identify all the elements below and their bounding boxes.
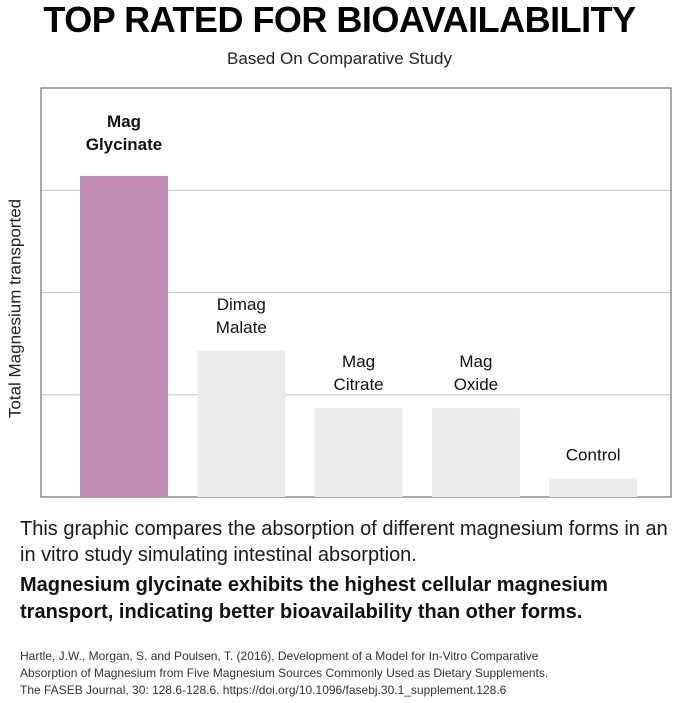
citation-line: The FASEB Journal, 30: 128.6-128.6. http… bbox=[20, 683, 507, 697]
bar bbox=[314, 408, 403, 497]
bar-label: Mag bbox=[459, 352, 492, 371]
bar-label: Oxide bbox=[454, 375, 498, 394]
citation-line: Absorption of Magnesium from Five Magnes… bbox=[20, 666, 549, 680]
bar bbox=[80, 175, 168, 497]
chart-subtitle: Based On Comparative Study bbox=[227, 49, 452, 68]
bar-label: Malate bbox=[216, 318, 267, 337]
bar bbox=[431, 408, 520, 497]
bar-label: Citrate bbox=[334, 375, 384, 394]
citation: Hartle, J.W., Morgan, S. and Poulsen, T.… bbox=[20, 648, 675, 699]
page-title: TOP RATED FOR BIOAVAILABILITY bbox=[43, 0, 636, 40]
description-text: This graphic compares the absorption of … bbox=[20, 518, 668, 566]
bar-label: Control bbox=[566, 446, 621, 465]
bar-labels: Mag Glycinate Dimag Malate Mag Citrate Mag Oxid… bbox=[86, 112, 621, 465]
bar bbox=[549, 478, 638, 497]
bars bbox=[80, 175, 638, 497]
bar-label: Glycinate bbox=[86, 135, 163, 154]
y-axis-label: Total Magnesium transported bbox=[5, 199, 24, 418]
bar-label: Mag bbox=[342, 352, 375, 371]
bar-chart: Mag Glycinate Dimag Malate Mag Citrate Mag Oxid… bbox=[5, 87, 672, 498]
bar bbox=[197, 350, 286, 497]
bar-label: Dimag bbox=[217, 295, 266, 314]
citation-line: Hartle, J.W., Morgan, S. and Poulsen, T.… bbox=[20, 649, 539, 663]
highlight-text: Magnesium glycinate exhibits the highest… bbox=[20, 574, 608, 623]
bar-label: Mag bbox=[107, 112, 141, 131]
